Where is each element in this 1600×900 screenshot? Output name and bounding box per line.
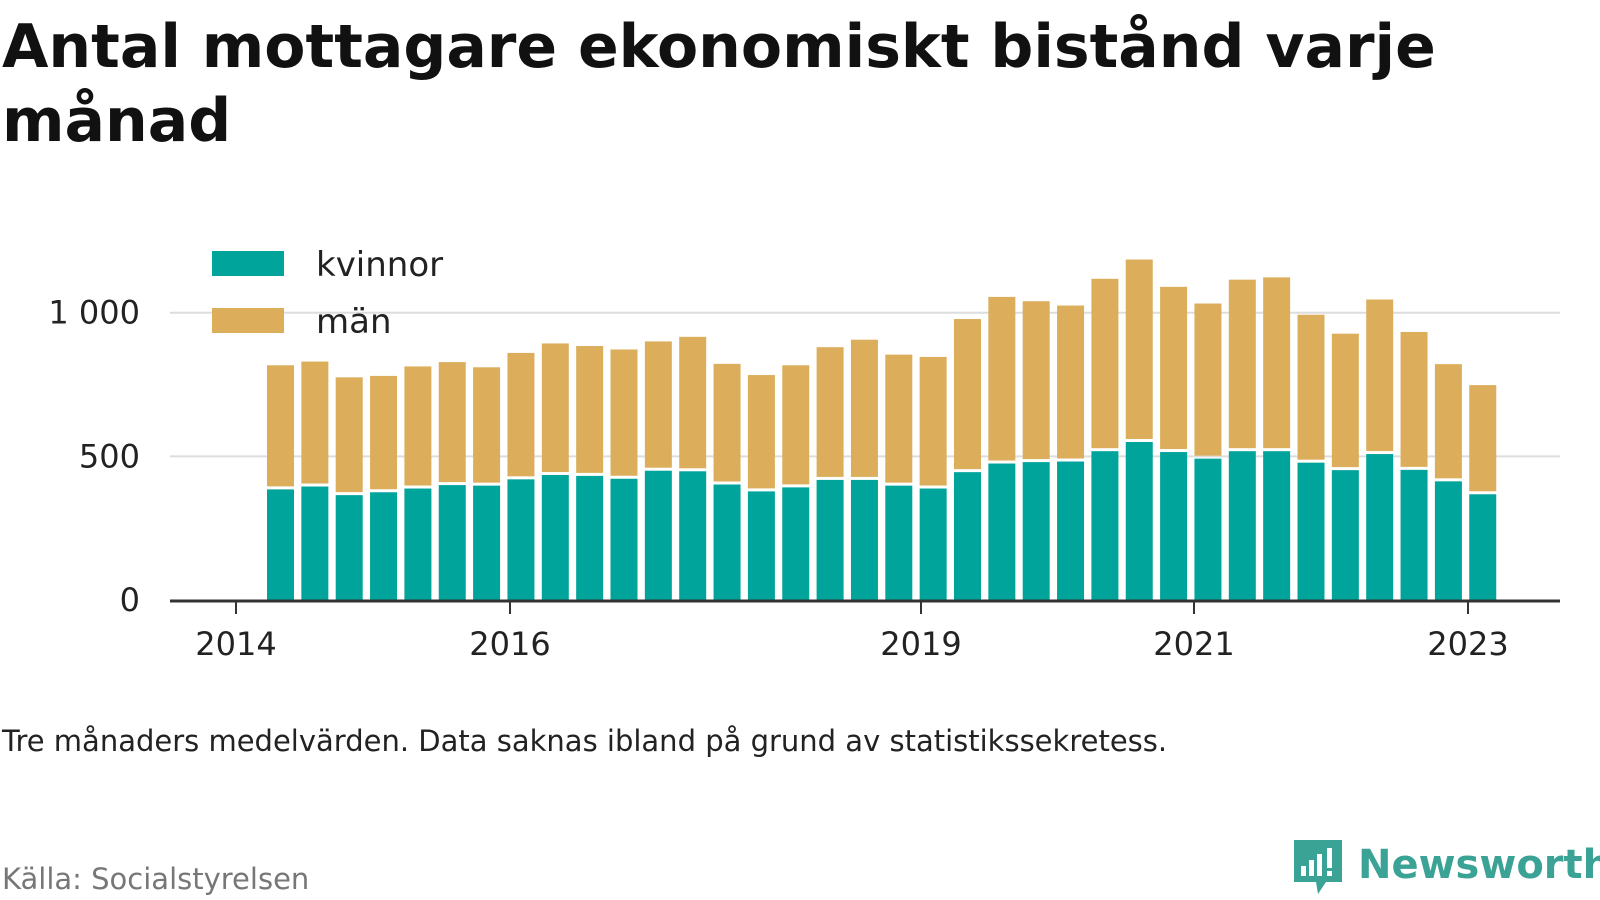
bar-man [370,375,398,490]
bar-kvinnor [747,491,775,600]
x-tick-label: 2014 [195,625,276,663]
bar-man [507,352,535,477]
bar-man [1434,364,1462,479]
bar-man [747,375,775,489]
bar-kvinnor [1263,451,1291,600]
newsworthy-logo-icon [1294,840,1342,894]
bar-kvinnor [816,479,844,600]
bar-man [850,339,878,477]
bar-man [885,354,913,483]
bar-kvinnor [541,475,569,600]
bar-kvinnor [370,492,398,600]
bar-kvinnor [1160,452,1188,600]
legend-swatch-kvinnor [212,251,284,276]
bar-man [713,363,741,482]
bar-kvinnor [473,485,501,600]
x-tick-label: 2021 [1153,625,1234,663]
y-tick-label: 500 [79,437,140,475]
bar-kvinnor [267,489,294,600]
bar-kvinnor [713,484,741,600]
chart-note: Tre månaders medelvärden. Data saknas ib… [2,724,1168,758]
legend-label-man: män [316,302,392,342]
bar-man [1331,333,1359,468]
bar-man [644,341,672,468]
bar-kvinnor [1469,494,1497,600]
bar-man [335,377,363,493]
bar-man [267,365,294,487]
bar-kvinnor [850,479,878,600]
x-tick-label: 2019 [880,625,961,663]
bars [267,259,1497,600]
bar-kvinnor [1331,470,1359,600]
bar-kvinnor [885,485,913,600]
chart-title: Antal mottagare ekonomiskt bistånd varje… [2,12,1436,156]
x-tick-label: 2016 [469,625,550,663]
bar-kvinnor [610,478,638,600]
bar-kvinnor [1125,441,1153,600]
bar-man [610,349,638,476]
bar-man [1469,385,1497,492]
bar-man [301,361,329,484]
brand-name: Newsworthy [1358,842,1600,888]
bar-man [1400,331,1428,467]
bar-kvinnor [1228,451,1256,600]
bar-man [1228,279,1256,449]
bar-kvinnor [1194,458,1222,600]
bar-man [988,296,1016,461]
bar-man [1125,259,1153,439]
bar-man [1263,277,1291,449]
bar-man [954,319,981,470]
bar-man [1366,299,1394,452]
y-tick-label: 1 000 [48,294,140,332]
bar-kvinnor [1400,469,1428,600]
bar-man [541,343,569,473]
bar-man [782,365,810,485]
bar-kvinnor [301,486,329,600]
legend-swatch-man [212,308,284,333]
bar-man [1160,286,1188,450]
bar-man [576,346,604,473]
legend-label-kvinnor: kvinnor [316,245,443,285]
bar-kvinnor [782,487,810,600]
bar-man [1194,303,1222,456]
bar-kvinnor [576,475,604,600]
bar-kvinnor [507,479,535,600]
bar-man [438,362,466,483]
x-tick-label: 2023 [1427,625,1508,663]
bar-man [679,336,707,469]
bar-kvinnor [919,488,947,600]
y-tick-label: 0 [120,581,140,619]
stacked-bar-chart: 0 500 1 000 2014 2016 2019 2021 2023 kvinnor mä… [48,245,1560,663]
bar-man [816,347,844,477]
bar-kvinnor [1366,454,1394,600]
bar-kvinnor [644,470,672,600]
bar-kvinnor [335,495,363,600]
bar-kvinnor [988,463,1016,600]
bar-kvinnor [1091,451,1119,600]
bar-man [1057,305,1085,459]
source-text: Källa: Socialstyrelsen [2,862,310,896]
bar-kvinnor [1057,461,1085,600]
bar-man [404,366,432,486]
bar-kvinnor [404,488,432,600]
bar-man [1022,301,1050,460]
bar-kvinnor [438,485,466,600]
axes: 0 500 1 000 2014 2016 2019 2021 2023 [48,294,1560,663]
bar-man [473,367,501,483]
bar-kvinnor [954,472,981,600]
bar-kvinnor [1022,462,1050,600]
legend: kvinnor män [212,245,443,342]
bar-man [1091,278,1119,449]
bar-kvinnor [1297,462,1325,600]
bar-kvinnor [1434,481,1462,600]
bar-kvinnor [679,471,707,600]
bar-man [1297,314,1325,460]
bar-man [919,356,947,486]
